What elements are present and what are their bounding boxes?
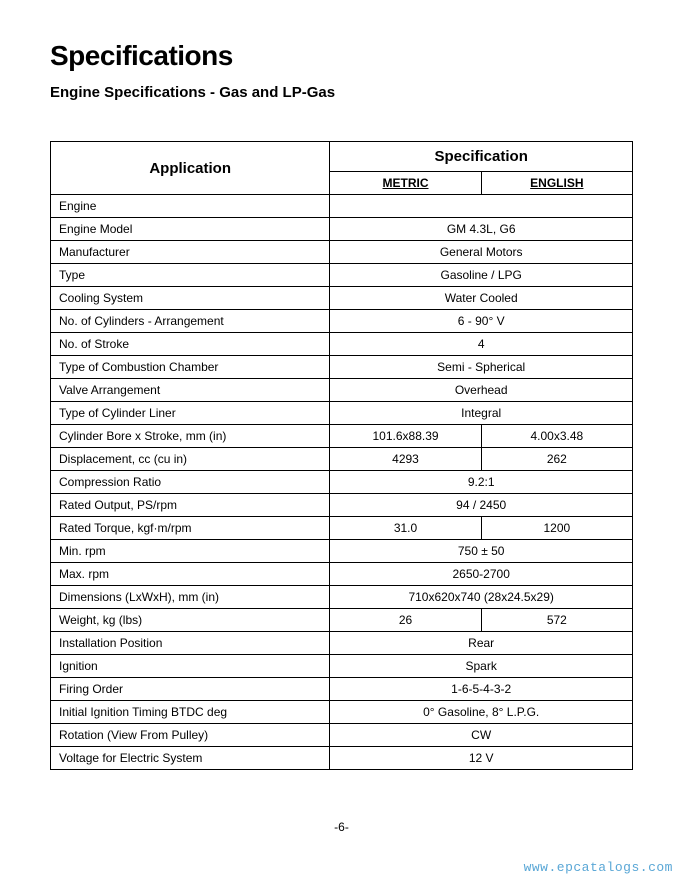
table-row: Weight, kg (lbs)26572 — [51, 609, 633, 632]
table-row: Rated Output, PS/rpm94 / 2450 — [51, 494, 633, 517]
param-metric: 101.6x88.39 — [330, 425, 481, 448]
table-row: Voltage for Electric System12 V — [51, 747, 633, 770]
table-row: Type of Combustion ChamberSemi - Spheric… — [51, 356, 633, 379]
param-value: GM 4.3L, G6 — [330, 218, 633, 241]
param-label: Max. rpm — [51, 563, 330, 586]
table-row: Rated Torque, kgf·m/rpm31.01200 — [51, 517, 633, 540]
table-row: Compression Ratio9.2:1 — [51, 471, 633, 494]
param-english: 4.00x3.48 — [481, 425, 632, 448]
param-label: Min. rpm — [51, 540, 330, 563]
param-label: Firing Order — [51, 678, 330, 701]
param-value: 710x620x740 (28x24.5x29) — [330, 586, 633, 609]
table-row: Valve ArrangementOverhead — [51, 379, 633, 402]
param-value: General Motors — [330, 241, 633, 264]
table-row: TypeGasoline / LPG — [51, 264, 633, 287]
param-value: Semi - Spherical — [330, 356, 633, 379]
param-value: Water Cooled — [330, 287, 633, 310]
table-row: Firing Order1-6-5-4-3-2 — [51, 678, 633, 701]
param-value: Rear — [330, 632, 633, 655]
header-specification: Specification — [330, 142, 633, 172]
table-row: No. of Cylinders - Arrangement6 - 90° V — [51, 310, 633, 333]
param-label: No. of Cylinders - Arrangement — [51, 310, 330, 333]
param-metric: 31.0 — [330, 517, 481, 540]
table-row: ManufacturerGeneral Motors — [51, 241, 633, 264]
param-value: 1-6-5-4-3-2 — [330, 678, 633, 701]
param-english: 572 — [481, 609, 632, 632]
param-value: 750 ± 50 — [330, 540, 633, 563]
param-label: Type — [51, 264, 330, 287]
param-value: 2650-2700 — [330, 563, 633, 586]
param-label: Displacement, cc (cu in) — [51, 448, 330, 471]
table-row: Displacement, cc (cu in)4293262 — [51, 448, 633, 471]
param-value: 9.2:1 — [330, 471, 633, 494]
param-label: Valve Arrangement — [51, 379, 330, 402]
param-metric: 4293 — [330, 448, 481, 471]
param-label: Rotation (View From Pulley) — [51, 724, 330, 747]
param-label: Compression Ratio — [51, 471, 330, 494]
param-label: Type of Cylinder Liner — [51, 402, 330, 425]
param-metric: 26 — [330, 609, 481, 632]
table-row: Cooling SystemWater Cooled — [51, 287, 633, 310]
spec-table: Application Specification METRIC ENGLISH… — [50, 141, 633, 770]
section-empty — [330, 195, 633, 218]
param-value: Overhead — [330, 379, 633, 402]
table-row: Dimensions (LxWxH), mm (in)710x620x740 (… — [51, 586, 633, 609]
param-label: Rated Output, PS/rpm — [51, 494, 330, 517]
table-row: IgnitionSpark — [51, 655, 633, 678]
page-number: -6- — [50, 820, 633, 834]
table-row: Installation PositionRear — [51, 632, 633, 655]
param-english: 1200 — [481, 517, 632, 540]
param-label: Weight, kg (lbs) — [51, 609, 330, 632]
param-value: 94 / 2450 — [330, 494, 633, 517]
param-label: No. of Stroke — [51, 333, 330, 356]
header-metric: METRIC — [330, 172, 481, 195]
table-row: Min. rpm750 ± 50 — [51, 540, 633, 563]
table-row: Engine ModelGM 4.3L, G6 — [51, 218, 633, 241]
param-value: 0° Gasoline, 8° L.P.G. — [330, 701, 633, 724]
table-row: No. of Stroke4 — [51, 333, 633, 356]
section-label: Engine — [51, 195, 330, 218]
param-value: CW — [330, 724, 633, 747]
param-english: 262 — [481, 448, 632, 471]
page-title: Specifications — [50, 40, 633, 72]
watermark: www.epcatalogs.com — [0, 860, 683, 875]
param-label: Cooling System — [51, 287, 330, 310]
table-row: Max. rpm2650-2700 — [51, 563, 633, 586]
header-application: Application — [51, 142, 330, 195]
param-label: Type of Combustion Chamber — [51, 356, 330, 379]
param-value: Spark — [330, 655, 633, 678]
param-value: 12 V — [330, 747, 633, 770]
param-label: Voltage for Electric System — [51, 747, 330, 770]
param-value: Gasoline / LPG — [330, 264, 633, 287]
param-label: Manufacturer — [51, 241, 330, 264]
param-label: Initial Ignition Timing BTDC deg — [51, 701, 330, 724]
param-label: Rated Torque, kgf·m/rpm — [51, 517, 330, 540]
page-subtitle: Engine Specifications - Gas and LP-Gas — [50, 84, 633, 101]
param-label: Cylinder Bore x Stroke, mm (in) — [51, 425, 330, 448]
param-value: 4 — [330, 333, 633, 356]
table-row: Rotation (View From Pulley)CW — [51, 724, 633, 747]
param-value: 6 - 90° V — [330, 310, 633, 333]
table-row: Initial Ignition Timing BTDC deg0° Gasol… — [51, 701, 633, 724]
param-value: Integral — [330, 402, 633, 425]
table-row: Cylinder Bore x Stroke, mm (in)101.6x88.… — [51, 425, 633, 448]
param-label: Ignition — [51, 655, 330, 678]
param-label: Dimensions (LxWxH), mm (in) — [51, 586, 330, 609]
table-row: Type of Cylinder LinerIntegral — [51, 402, 633, 425]
param-label: Installation Position — [51, 632, 330, 655]
param-label: Engine Model — [51, 218, 330, 241]
header-english: ENGLISH — [481, 172, 632, 195]
